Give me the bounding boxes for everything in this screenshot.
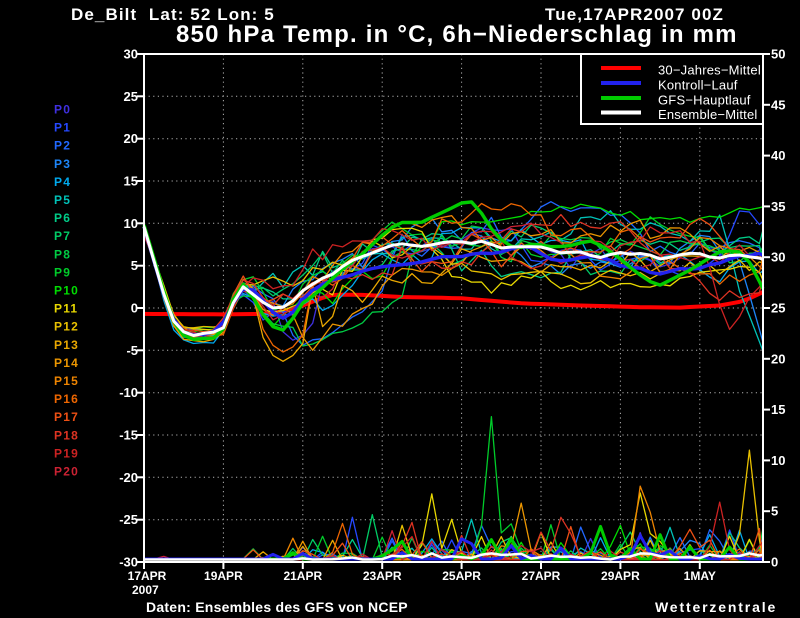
svg-text:25: 25 <box>124 89 138 104</box>
svg-text:2007: 2007 <box>132 583 159 597</box>
svg-text:-25: -25 <box>119 512 138 527</box>
svg-text:-30: -30 <box>119 555 138 570</box>
svg-text:23APR: 23APR <box>363 569 402 583</box>
svg-text:17APR: 17APR <box>128 569 167 583</box>
svg-text:GFS−Hauptlauf: GFS−Hauptlauf <box>658 93 751 108</box>
svg-text:15: 15 <box>124 174 138 189</box>
svg-text:19APR: 19APR <box>204 569 243 583</box>
svg-text:30: 30 <box>771 250 785 265</box>
svg-text:P18: P18 <box>54 428 79 442</box>
svg-text:P5: P5 <box>54 193 71 207</box>
svg-text:P3: P3 <box>54 157 71 171</box>
svg-text:P11: P11 <box>54 302 78 316</box>
svg-text:45: 45 <box>771 97 785 112</box>
svg-text:5: 5 <box>131 258 138 273</box>
svg-text:5: 5 <box>771 504 778 519</box>
svg-text:35: 35 <box>771 199 785 214</box>
svg-text:P19: P19 <box>54 446 79 460</box>
svg-text:P7: P7 <box>54 229 71 243</box>
svg-text:-15: -15 <box>119 428 138 443</box>
svg-text:20: 20 <box>771 351 785 366</box>
svg-text:30: 30 <box>124 47 138 62</box>
svg-text:P1: P1 <box>54 121 71 135</box>
svg-text:1MAY: 1MAY <box>684 569 716 583</box>
svg-text:P13: P13 <box>54 338 79 352</box>
svg-text:0: 0 <box>131 301 138 316</box>
svg-text:P14: P14 <box>54 356 79 370</box>
svg-text:P6: P6 <box>54 211 71 225</box>
svg-text:30−Jahres−Mittel: 30−Jahres−Mittel <box>658 63 761 78</box>
svg-text:27APR: 27APR <box>522 569 561 583</box>
svg-text:50: 50 <box>771 47 785 62</box>
svg-text:10: 10 <box>124 216 138 231</box>
svg-text:P16: P16 <box>54 392 79 406</box>
svg-text:P10: P10 <box>54 284 79 298</box>
svg-text:0: 0 <box>771 555 778 570</box>
svg-text:-10: -10 <box>119 385 138 400</box>
svg-text:Kontroll−Lauf: Kontroll−Lauf <box>658 78 738 93</box>
svg-text:15: 15 <box>771 402 785 417</box>
svg-text:P12: P12 <box>54 320 79 334</box>
svg-text:-20: -20 <box>119 470 138 485</box>
svg-text:P17: P17 <box>54 410 79 424</box>
svg-text:P20: P20 <box>54 465 79 479</box>
svg-text:25APR: 25APR <box>442 569 481 583</box>
svg-text:25: 25 <box>771 301 785 316</box>
svg-text:P8: P8 <box>54 247 71 261</box>
svg-text:40: 40 <box>771 148 785 163</box>
svg-text:P4: P4 <box>54 175 71 189</box>
svg-text:-5: -5 <box>126 343 138 358</box>
svg-text:20: 20 <box>124 131 138 146</box>
svg-text:Ensemble−Mittel: Ensemble−Mittel <box>658 107 757 122</box>
svg-text:P2: P2 <box>54 139 71 153</box>
svg-text:29APR: 29APR <box>601 569 640 583</box>
svg-text:P15: P15 <box>54 374 79 388</box>
svg-text:P9: P9 <box>54 265 71 279</box>
svg-text:10: 10 <box>771 453 785 468</box>
svg-text:P0: P0 <box>54 103 71 117</box>
svg-text:21APR: 21APR <box>283 569 322 583</box>
